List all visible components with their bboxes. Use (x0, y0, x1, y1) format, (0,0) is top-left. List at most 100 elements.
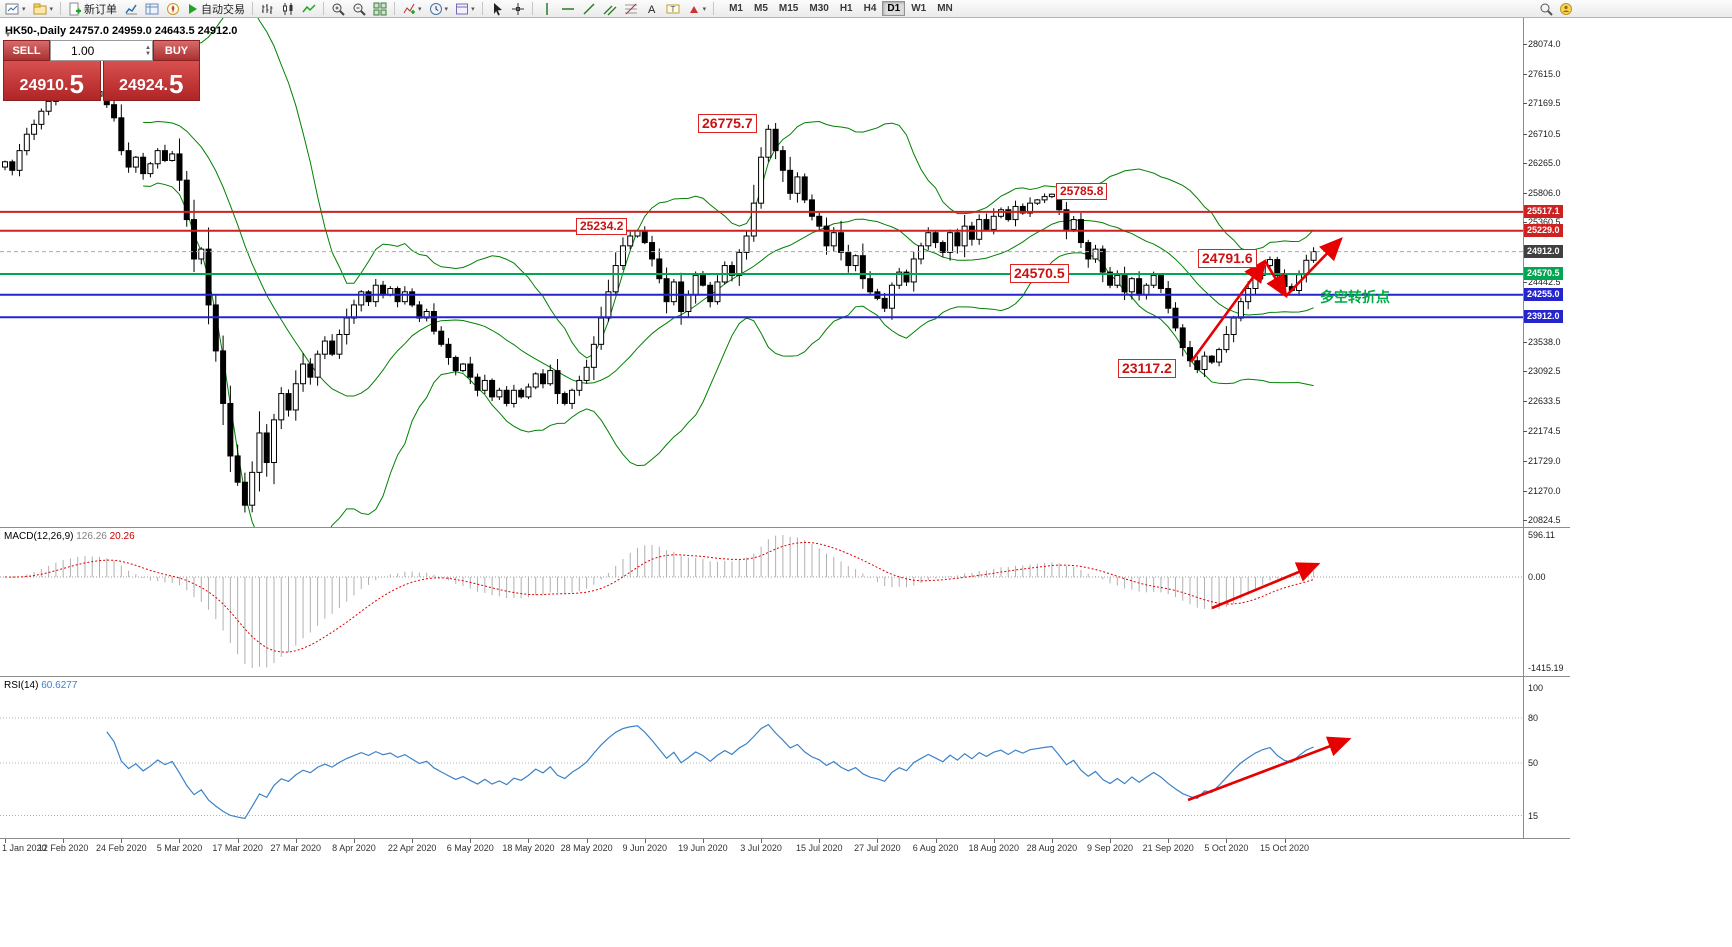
sell-price-main: 24910. (19, 77, 69, 95)
price-axis-tick (1523, 282, 1527, 284)
sell-button[interactable]: SELL (3, 40, 50, 61)
chart-profiles-icon[interactable]: ▾ (30, 1, 57, 17)
cursor-icon[interactable] (487, 1, 507, 17)
trendline-icon[interactable] (579, 1, 599, 17)
date-label: 22 Apr 2020 (387, 843, 437, 853)
sell-price[interactable]: 24910. 5 (3, 61, 101, 101)
line-chart-icon[interactable] (299, 1, 319, 17)
timeframe-m5-button[interactable]: M5 (754, 3, 768, 14)
zoom-out-icon[interactable] (349, 1, 369, 17)
date-tick (935, 839, 937, 843)
price-axis-label: 22174.5 (1528, 426, 1561, 437)
toolbar-separator (394, 2, 396, 15)
one-click-collapse-icon[interactable]: ▼ (4, 30, 12, 39)
date-label: 5 Mar 2020 (156, 843, 203, 853)
pane-divider[interactable] (0, 527, 1570, 528)
rsi-pane-canvas[interactable] (0, 676, 1523, 838)
data-window-icon[interactable] (142, 1, 162, 17)
tile-windows-icon[interactable] (370, 1, 390, 17)
date-label: 5 Oct 2020 (1204, 843, 1249, 853)
autotrading-button[interactable]: 自动交易 (184, 1, 248, 17)
timeframe-h4-button[interactable]: H4 (863, 3, 877, 14)
price-axis-label: 27169.5 (1528, 98, 1561, 109)
equidistant-channel-icon[interactable] (600, 1, 620, 17)
timeframe-h1-button[interactable]: H1 (839, 3, 853, 14)
arrows-icon[interactable]: ▾ (684, 1, 710, 17)
search-icon[interactable] (1536, 1, 1556, 17)
new-order-button[interactable]: 新订单 (65, 1, 120, 17)
date-tick (63, 839, 65, 843)
price-axis-tick (1523, 341, 1527, 343)
buy-button[interactable]: BUY (153, 40, 200, 61)
vertical-line-icon[interactable] (537, 1, 557, 17)
price-axis-tag: 23912.0 (1524, 310, 1563, 324)
new-order-icon (69, 2, 82, 15)
new-order-label: 新订单 (84, 3, 118, 16)
navigator-icon[interactable] (163, 1, 183, 17)
chevron-down-icon: ▾ (471, 5, 475, 13)
date-tick (993, 839, 995, 843)
price-axis-label: 26265.0 (1528, 157, 1561, 168)
toolbar-separator (531, 2, 533, 15)
bar-chart-icon[interactable] (257, 1, 277, 17)
timeframe-m30-button[interactable]: M30 (809, 3, 829, 14)
volume-up-icon[interactable]: ▲ (145, 44, 151, 51)
volume-down-icon[interactable]: ▼ (145, 50, 151, 57)
date-tick (1226, 839, 1228, 843)
indicators-icon[interactable]: ▾ (399, 1, 425, 17)
crosshair-icon[interactable] (508, 1, 528, 17)
price-axis-label: 25360.5 (1528, 217, 1561, 228)
date-tick (1168, 839, 1170, 843)
price-axis-label: 22633.5 (1528, 396, 1561, 407)
date-label: 27 Mar 2020 (270, 843, 322, 853)
date-label: 24 Feb 2020 (96, 843, 147, 853)
community-icon[interactable] (1556, 1, 1576, 17)
periods-icon[interactable]: ▾ (426, 1, 452, 17)
date-axis-divider (0, 838, 1570, 839)
price-axis-tick (1523, 192, 1527, 194)
pane-divider[interactable] (0, 676, 1570, 677)
volume-input[interactable] (51, 41, 152, 60)
price-axis-label: 27615.0 (1528, 69, 1561, 80)
date-label: 17 Mar 2020 (212, 843, 263, 853)
rsi-indicator-label: RSI(14) 60.6277 (4, 680, 77, 691)
macd-pane-canvas[interactable] (0, 527, 1523, 676)
market-watch-icon[interactable] (121, 1, 141, 17)
date-label: 27 Jul 2020 (854, 843, 901, 853)
date-label: 18 May 2020 (502, 843, 555, 853)
price-axis-tick (1523, 103, 1527, 105)
rsi-axis-label: 100 (1528, 683, 1544, 693)
date-tick (470, 839, 472, 843)
buy-price-pips: 5 (168, 68, 184, 99)
price-axis-tick (1523, 74, 1527, 76)
main-chart-canvas[interactable] (0, 18, 1523, 527)
text-icon[interactable]: A (642, 1, 662, 17)
date-label: 12 Feb 2020 (37, 843, 89, 853)
price-axis-tick (1523, 401, 1527, 403)
price-annotation: 24791.6 (1198, 249, 1257, 268)
zoom-in-icon[interactable] (328, 1, 348, 17)
price-annotation: 25234.2 (576, 218, 628, 235)
horizontal-line-icon[interactable] (558, 1, 578, 17)
buy-price[interactable]: 24924. 5 (102, 61, 200, 101)
templates-icon[interactable]: ▾ (452, 1, 478, 17)
timeframe-mn-button[interactable]: MN (937, 3, 953, 14)
price-axis-tick (1523, 490, 1527, 492)
date-label: 28 May 2020 (560, 843, 613, 853)
price-annotation: 23117.2 (1118, 359, 1176, 378)
price-axis-label: 23538.0 (1528, 336, 1561, 347)
price-axis-tick (1523, 133, 1527, 135)
timeframe-m1-button[interactable]: M1 (729, 3, 743, 14)
price-axis[interactable] (1523, 18, 1524, 838)
new-chart-icon[interactable]: ▾ (2, 1, 29, 17)
candlestick-chart-icon[interactable] (278, 1, 298, 17)
timeframe-w1-button[interactable]: W1 (911, 3, 927, 14)
timeframe-m15-button[interactable]: M15 (778, 3, 799, 14)
chevron-down-icon: ▾ (444, 5, 449, 13)
fibonacci-icon[interactable] (621, 1, 641, 17)
macd-signal-value: 20.26 (109, 531, 135, 542)
date-tick (761, 839, 763, 843)
text-label-icon[interactable]: T (663, 1, 683, 17)
timeframe-d1-button[interactable]: D1 (882, 1, 906, 16)
